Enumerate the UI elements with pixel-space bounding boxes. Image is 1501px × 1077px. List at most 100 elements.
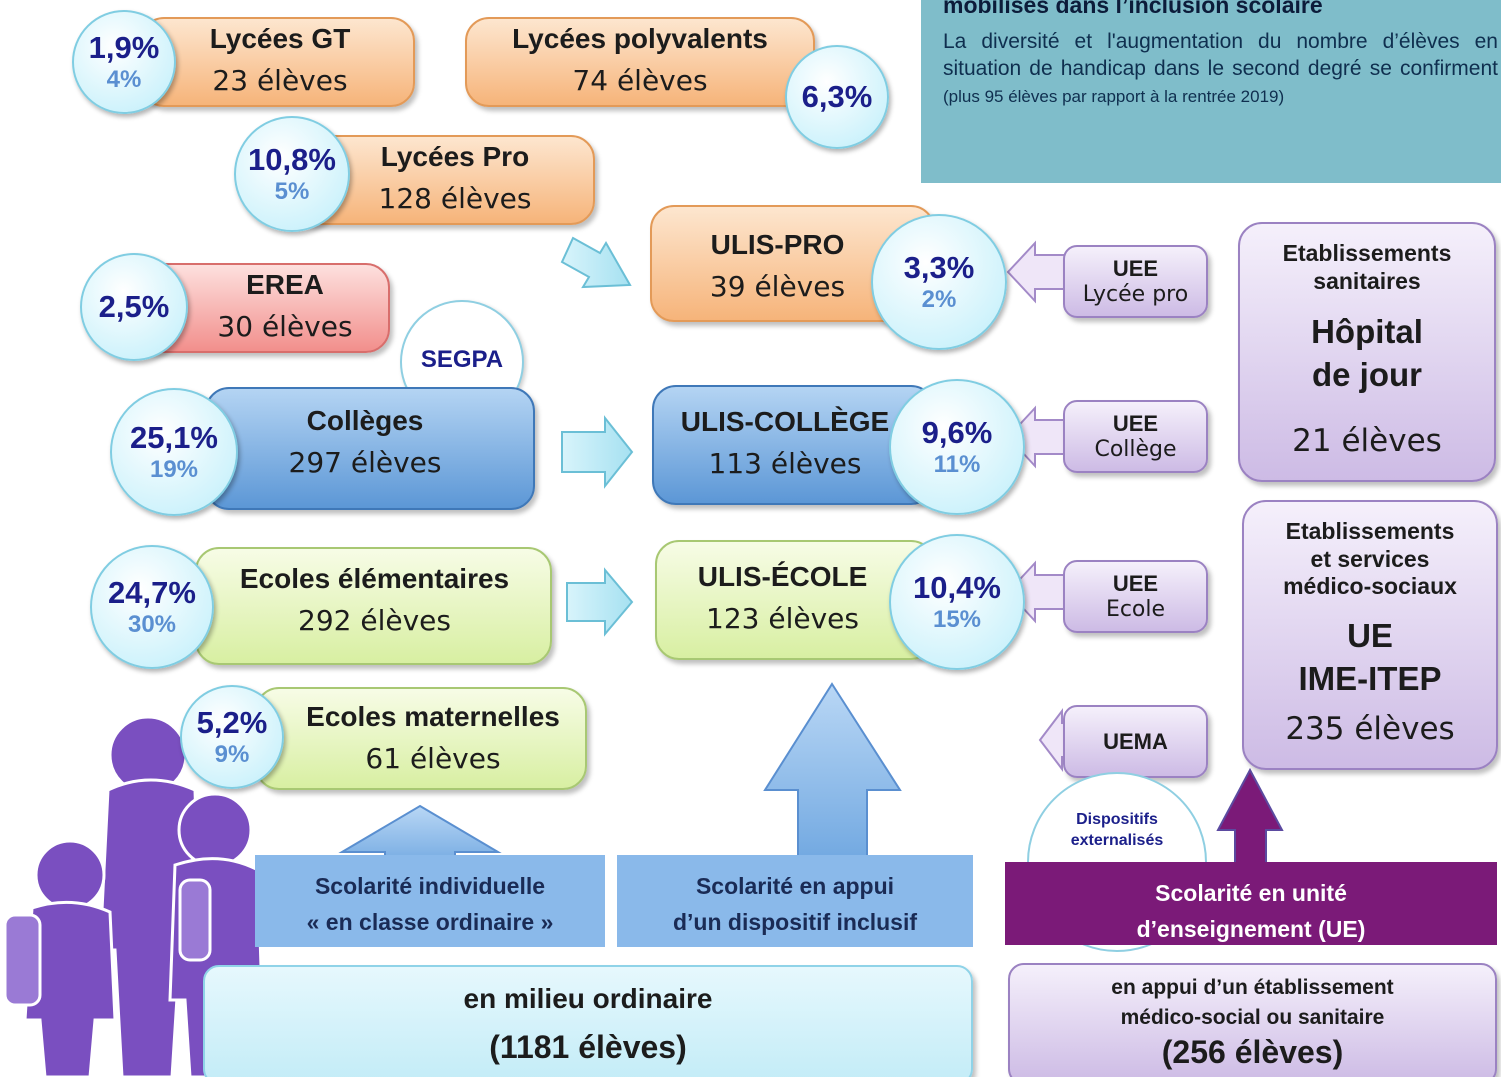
share: 10,8% (248, 142, 336, 178)
students: 74 élèves (470, 64, 810, 98)
share-badge: 3,3%2% (871, 214, 1007, 350)
structure-name: UE (1244, 615, 1496, 658)
structure-box: EtablissementssanitairesHôpitalde jour21… (1238, 222, 1496, 482)
mode-line: « en classe ordinaire » (255, 905, 605, 941)
arrow (562, 238, 630, 287)
name: ULIS-COLLÈGE (660, 405, 910, 439)
share-secondary: 2% (922, 286, 957, 314)
left-arrows (1008, 243, 1090, 769)
mode-line: Scolarité individuelle (255, 869, 605, 905)
externalised-label: Dispositifs (1029, 810, 1205, 831)
total-label: en appui d’un établissement (1010, 973, 1495, 1003)
arrow (765, 684, 900, 870)
share-badge: 5,2%9% (180, 685, 284, 789)
arrow (1008, 243, 1065, 301)
structure-header: sanitaires (1240, 268, 1494, 296)
share-secondary: 9% (215, 741, 250, 769)
structure-students: 21 élèves (1240, 423, 1494, 459)
mode-line: Scolarité en appui (617, 869, 973, 905)
share-badge: 9,6%11% (889, 379, 1025, 515)
infographic: mobilisés dans l’inclusion scolaire La di… (0, 0, 1501, 1077)
externalised-label: externalisés (1029, 831, 1205, 852)
name: Lycées polyvalents (470, 22, 810, 56)
structure-students: 235 élèves (1244, 711, 1496, 747)
share: 1,9% (89, 30, 160, 66)
school-box-text: Lycées Pro128 élèves (340, 140, 570, 215)
students: 292 élèves (212, 604, 537, 638)
right-arrows (562, 238, 632, 634)
share: 9,6% (922, 415, 993, 451)
name: Ecoles maternelles (283, 700, 583, 734)
info-title: mobilisés dans l’inclusion scolaire (943, 0, 1501, 20)
share-badge: 6,3% (785, 45, 889, 149)
share-secondary: 4% (107, 66, 142, 94)
students: 61 élèves (283, 742, 583, 776)
unit-box: UEMA (1063, 705, 1208, 778)
unit-subtitle: Collège (1094, 437, 1176, 462)
ulis-box-text: ULIS-COLLÈGE 113 élèves (660, 405, 910, 480)
person-head (179, 794, 251, 866)
students: 123 élèves (665, 602, 900, 636)
structure-name: Hôpital (1240, 311, 1494, 354)
share: 5,2% (197, 705, 268, 741)
up-arrow-purple (1218, 770, 1282, 870)
unit-subtitle: Lycée pro (1083, 282, 1188, 307)
school-box-text: Ecoles élémentaires 292 élèves (212, 562, 537, 637)
unit-title: UEE (1113, 411, 1158, 437)
school-box-text: Lycées polyvalents 74 élèves (470, 22, 810, 97)
students: 30 élèves (180, 310, 390, 344)
share-secondary: 15% (933, 606, 981, 634)
share-secondary: 30% (128, 611, 176, 639)
students: 297 élèves (230, 446, 500, 480)
person-head (36, 841, 104, 909)
backpack (180, 880, 210, 960)
students: 39 élèves (660, 270, 895, 304)
name: ULIS-PRO (660, 228, 895, 262)
students: 128 élèves (340, 182, 570, 216)
name: Lycées GT (170, 22, 390, 56)
ulis-box-text: ULIS-ÉCOLE 123 élèves (665, 560, 900, 635)
share-badge: 2,5% (80, 253, 188, 361)
total-label: en milieu ordinaire (205, 983, 971, 1015)
arrow (562, 418, 632, 486)
share: 3,3% (904, 250, 975, 286)
info-text: La diversité et l'augmentation du nombre… (943, 30, 1498, 80)
students: 23 élèves (170, 64, 390, 98)
share-badge: 10,4%15% (889, 534, 1025, 670)
name: Ecoles élémentaires (212, 562, 537, 596)
students: 113 élèves (660, 447, 910, 481)
share: 10,4% (913, 570, 1001, 606)
info-body: La diversité et l'augmentation du nombre… (943, 28, 1498, 110)
share: 6,3% (802, 79, 873, 115)
structure-header: Etablissements (1244, 518, 1496, 546)
total-box: en milieu ordinaire (1181 élèves) (203, 965, 973, 1077)
unit-subtitle: Ecole (1106, 597, 1165, 622)
mode-line: d’enseignement (UE) (1005, 912, 1497, 945)
share: 25,1% (130, 420, 218, 456)
share-badge: 25,1%19% (110, 388, 238, 516)
school-box-text: Lycées GT 23 élèves (170, 22, 390, 97)
share-secondary: 11% (934, 451, 981, 479)
info-note: (plus 95 élèves par rapport à la rentrée… (943, 87, 1284, 106)
name: EREA (180, 268, 390, 302)
arrow (567, 570, 632, 634)
unit-title: UEMA (1103, 729, 1168, 755)
mode-line: d’un dispositif inclusif (617, 905, 973, 941)
name: ULIS-ÉCOLE (665, 560, 900, 594)
total-count: (256 élèves) (1010, 1034, 1495, 1071)
structure-name: IME-ITEP (1244, 658, 1496, 701)
share-secondary: 19% (150, 456, 198, 484)
share: 2,5% (99, 289, 170, 325)
total-count: (1181 élèves) (205, 1029, 971, 1066)
unit-title: UEE (1113, 571, 1158, 597)
share-badge: 1,9%4% (72, 10, 176, 114)
structure-name: de jour (1240, 354, 1494, 397)
info-box: mobilisés dans l’inclusion scolaire La di… (921, 0, 1501, 183)
